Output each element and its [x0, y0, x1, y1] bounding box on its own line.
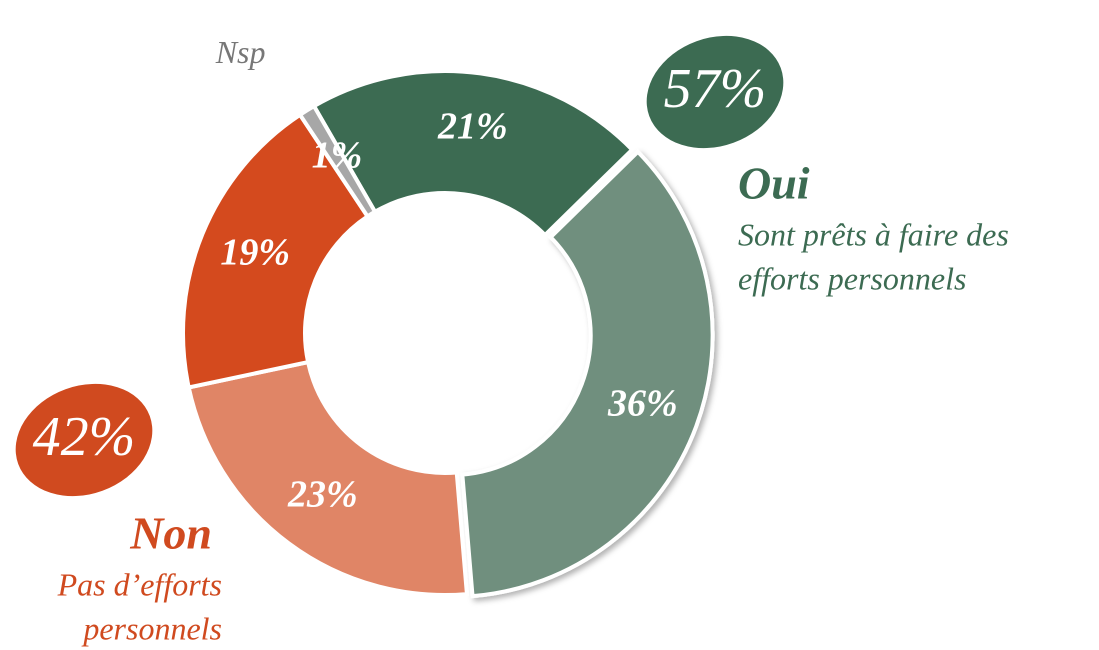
group-total: 42%: [33, 406, 136, 468]
segment-label: 1%: [312, 134, 363, 176]
donut-segment: [311, 69, 636, 238]
group-description: personnels: [81, 610, 222, 646]
donut-segment: [181, 112, 371, 390]
donut-segment: [186, 359, 470, 597]
group-description: Sont prêts à faire des: [738, 216, 1009, 252]
group-bubble: [15, 383, 153, 497]
group-total: 57%: [664, 58, 767, 120]
category-label: Nsp: [215, 34, 266, 70]
donut: [181, 69, 715, 599]
segment-label: 23%: [287, 473, 358, 515]
segment-label: 21%: [437, 106, 508, 148]
labels: 21% 36% 23% 19% 1% Nsp 57% Oui Sont prêts à fair…: [15, 34, 1009, 646]
group-name: Non: [129, 508, 212, 559]
donut-segment: [460, 148, 715, 599]
group-description: Pas d’efforts: [57, 566, 222, 602]
donut-segment: [297, 103, 378, 220]
segment-label: 36%: [607, 382, 678, 424]
group-bubble: [646, 35, 784, 149]
group-name: Oui: [738, 158, 810, 209]
segment-label: 19%: [220, 231, 290, 273]
group-description: efforts personnels: [738, 260, 966, 296]
